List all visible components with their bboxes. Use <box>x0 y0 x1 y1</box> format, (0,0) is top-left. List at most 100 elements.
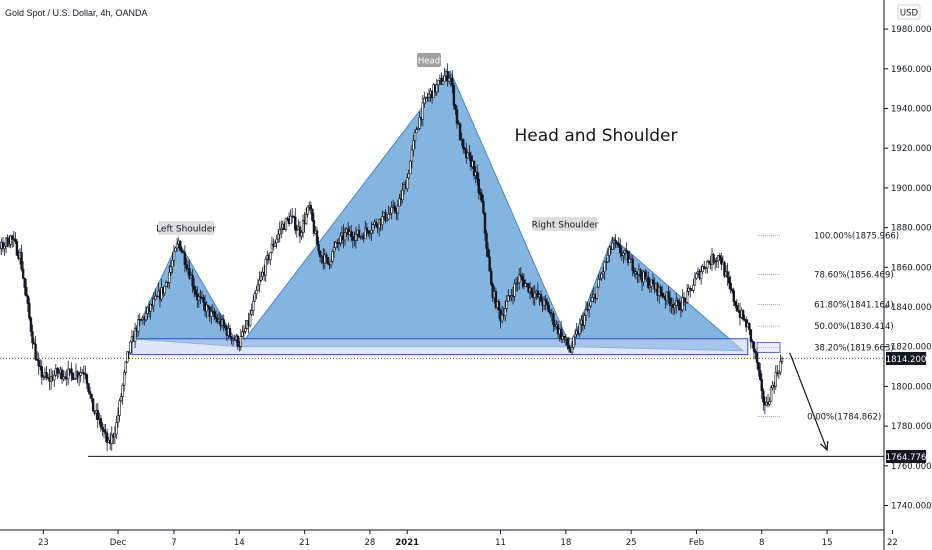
candle-body <box>339 235 342 244</box>
candle-body <box>79 372 82 376</box>
candle-body <box>318 250 322 258</box>
candle-body <box>398 198 401 207</box>
candle-body <box>559 328 563 340</box>
candle-body <box>748 322 751 330</box>
candle-body <box>603 261 606 273</box>
support-label: 1764.776 <box>886 453 927 463</box>
candle-body <box>210 310 213 317</box>
candle-body <box>70 368 73 374</box>
projection-arrow-line[interactable] <box>789 352 828 451</box>
candle-body <box>418 117 421 129</box>
candle-body <box>21 268 25 279</box>
candle-body <box>573 333 577 338</box>
candle-body <box>713 261 717 264</box>
candle-body <box>239 336 243 347</box>
candle-body <box>454 104 457 110</box>
candle-body <box>449 77 452 80</box>
x-tick-label: Feb <box>689 538 704 548</box>
candle-body <box>497 301 501 311</box>
candle-body <box>306 206 309 215</box>
candle-body <box>521 276 524 281</box>
candle-body <box>544 299 547 303</box>
candle-body <box>381 216 384 226</box>
candle-body <box>651 279 655 285</box>
candle-body <box>101 426 104 430</box>
candle-body <box>329 260 333 266</box>
candle-body <box>500 314 504 322</box>
candle-body <box>188 268 191 279</box>
fib-retracement: 100.00%(1875.966) 78.60%(1856.469) 61.80%(… <box>756 232 899 422</box>
candle-body <box>480 194 484 202</box>
y-tick-label: 1800.000 <box>891 382 932 392</box>
candle-body <box>20 252 23 270</box>
candle-body <box>241 331 244 337</box>
candle-body <box>82 372 85 375</box>
x-tick-label: Dec <box>110 538 127 548</box>
candle-body <box>31 331 34 344</box>
candle-body <box>396 205 400 214</box>
candle-body <box>77 375 81 378</box>
candle-body <box>292 215 295 218</box>
candle-body <box>155 295 159 298</box>
right-shoulder-text: Right Shoulder <box>532 221 599 231</box>
candle-body <box>343 232 347 241</box>
candle-body <box>248 313 252 326</box>
neckline-zone[interactable] <box>131 338 749 356</box>
candle-body <box>489 270 493 285</box>
candle-body <box>255 290 258 294</box>
candle-body <box>278 229 281 235</box>
candle-body <box>26 295 30 304</box>
candle-body <box>331 251 334 262</box>
candle-body <box>552 313 555 325</box>
candle-body <box>87 383 90 392</box>
candle-body <box>99 418 103 428</box>
fib-label: 100.00%(1875.966) <box>814 232 899 242</box>
currency-button[interactable]: USD <box>897 4 921 20</box>
head-triangle[interactable] <box>238 69 572 348</box>
candle-body <box>23 277 26 288</box>
candle-body <box>595 286 599 299</box>
candle-body <box>300 232 303 237</box>
candle-body <box>516 282 519 284</box>
candle-body <box>519 274 522 277</box>
candle-body <box>762 390 765 403</box>
candle-body <box>542 299 546 306</box>
candle-body <box>202 297 205 303</box>
candle-body <box>668 298 672 306</box>
candle-body <box>270 243 274 253</box>
candle-body <box>73 377 76 380</box>
x-tick-label: 14 <box>234 538 245 548</box>
candle-body <box>685 291 689 303</box>
candle-body <box>687 287 690 292</box>
overlays <box>0 352 884 457</box>
x-tick-label: 21 <box>299 538 310 548</box>
candle-body <box>206 304 210 308</box>
candle-body <box>371 224 375 231</box>
candle-body <box>774 372 777 387</box>
candle-body <box>549 311 552 314</box>
candle-body <box>423 97 426 104</box>
last-price-badge: 1814.200 <box>886 352 926 365</box>
candle-body <box>591 297 594 302</box>
candle-body <box>172 250 176 261</box>
x-tick-label: 23 <box>38 538 49 548</box>
candle-body <box>578 323 582 335</box>
candle-body <box>507 295 510 302</box>
candle-body <box>325 254 328 258</box>
candle-body <box>601 271 605 275</box>
candle-body <box>463 147 466 150</box>
candle-body <box>483 212 487 234</box>
candle-body <box>600 273 603 279</box>
candle-body <box>253 293 257 302</box>
x-tick-label: 22 <box>887 538 898 548</box>
candle-body <box>567 345 571 349</box>
candle-body <box>584 309 588 316</box>
candle-body <box>228 328 232 337</box>
candle-body <box>317 244 320 252</box>
candle-body <box>90 393 93 399</box>
candle-body <box>390 206 393 214</box>
candle-body <box>679 309 683 311</box>
candle-body <box>505 300 508 309</box>
candle-body <box>446 71 449 82</box>
